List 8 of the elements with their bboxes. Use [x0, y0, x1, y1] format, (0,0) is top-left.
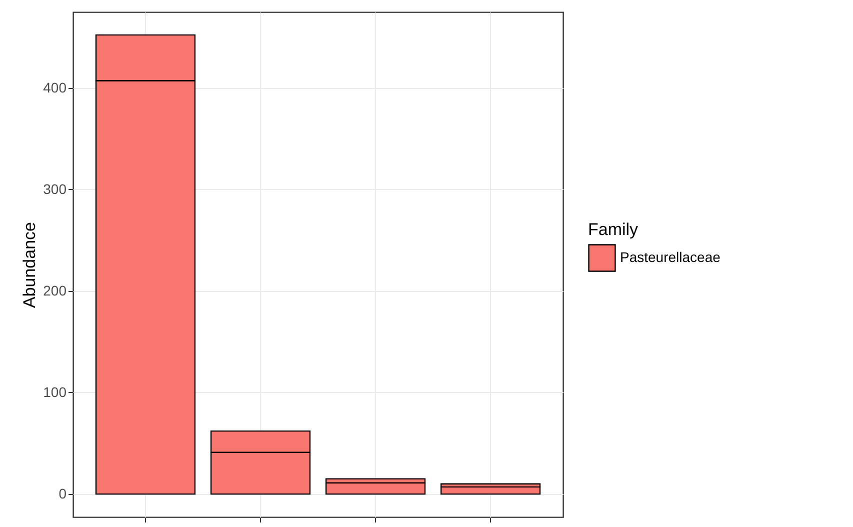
y-tick-label: 200: [43, 282, 67, 298]
y-tick-label: 100: [43, 384, 67, 400]
legend-label: Pasteurellaceae: [620, 249, 721, 265]
y-tick-label: 0: [58, 486, 67, 502]
y-tick-label: 400: [43, 79, 67, 96]
y-axis-title: Abundance: [20, 222, 40, 308]
y-tick-label: 300: [43, 180, 67, 197]
legend-title: Family: [588, 220, 639, 239]
